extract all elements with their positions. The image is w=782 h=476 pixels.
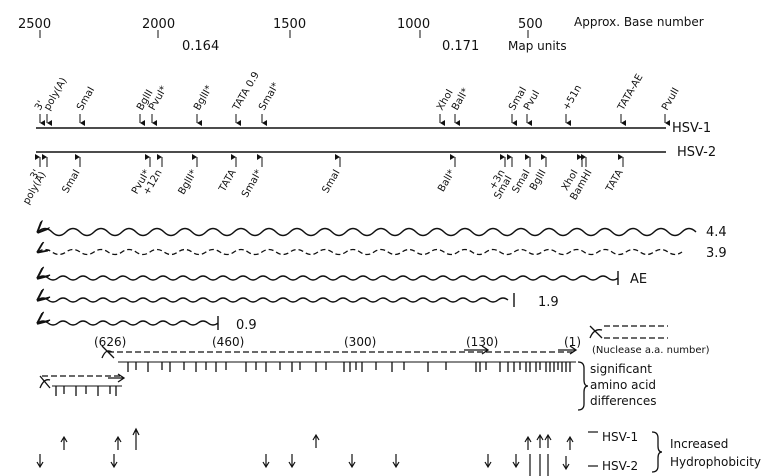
hsv2-site: SmaI*: [240, 168, 265, 200]
hsv2-site: SmaI: [320, 168, 342, 195]
hsv2-site: SmaI: [510, 168, 532, 195]
transcript-AE: [38, 271, 619, 285]
transcripts: 4.4 3.9 AE 1.9 0.9: [38, 225, 727, 333]
aa-diff-brace: [577, 361, 589, 411]
aa-number-300: (300): [344, 335, 376, 349]
hydro-hsv1-label: HSV-1: [602, 430, 638, 444]
nuclease-region: (626) (460) (300) (130) (1) (Nuclease a.…: [39, 325, 710, 411]
hsv1-genome-map: HSV-1 3' poly(A) SmaI BglII PvuI* BglII*…: [33, 70, 711, 136]
transcript-3.9: [38, 250, 683, 256]
hydro-hsv2-label: HSV-2: [602, 459, 638, 473]
aa-diff-label-3: differences: [590, 394, 657, 408]
hsv1-site: SmaI*: [257, 81, 282, 113]
codon-arrow-icon: [464, 345, 490, 355]
hsv1-site: BalI*: [450, 86, 471, 112]
hsv2-site: SmaI: [60, 168, 82, 195]
transcript-1.9: [38, 293, 515, 307]
map-units-label: Map units: [508, 39, 567, 53]
hsv1-site: +51n: [561, 83, 584, 112]
hsv2-site: poly(A): [21, 170, 48, 207]
nuclease-scissor-icon: [39, 375, 51, 389]
hydrophobicity-panel: HSV-1 HSV-2 Increased Hydrophobicity: [36, 427, 761, 476]
hsv2-site: TATA: [217, 168, 239, 195]
transcript-label-0.9: 0.9: [236, 318, 257, 333]
hydro-label-1: Increased: [670, 437, 728, 451]
nuclease-legend: (Nuclease a.a. number): [592, 345, 710, 356]
aa-number-130: (130): [466, 335, 498, 349]
hsv1-site: SmaI: [75, 85, 97, 112]
hsv2-site: BglII*: [177, 168, 200, 197]
transcript-label-3.9: 3.9: [706, 246, 727, 261]
aa-number-460: (460): [212, 335, 244, 349]
nuclease-scissor-icon: [101, 345, 115, 359]
hsv1-site: TATA-AE: [616, 72, 646, 113]
hsv1-site: PvuII: [660, 86, 682, 112]
hsv2-genome-map: HSV-2 3' poly(A) SmaI PvuI* +12n BglII* …: [21, 145, 716, 207]
base-tick-2000: 2000: [142, 17, 175, 32]
hsv1-up-arrows: [60, 427, 574, 450]
base-tick-1000: 1000: [397, 17, 430, 32]
hsv2-down-arrows: [36, 454, 570, 476]
transcript-label-AE: AE: [630, 272, 647, 287]
transcript-label-1.9: 1.9: [538, 295, 559, 310]
legend-scissor-icon: [589, 325, 603, 339]
transcript-4.4: [38, 229, 697, 237]
base-number-label: Approx. Base number: [574, 15, 704, 29]
transcript-0.9: [38, 316, 219, 330]
aa-difference-ticks-2: [55, 386, 117, 396]
codon-arrow-icon: [108, 373, 126, 383]
codon-arrow-icon: [558, 345, 578, 355]
aa-difference-ticks: [127, 362, 571, 372]
base-tick-500: 500: [518, 17, 543, 32]
hsv2-site: BglII: [528, 168, 548, 192]
hsv1-label: HSV-1: [672, 121, 711, 136]
map-unit-2: 0.171: [442, 39, 479, 54]
aa-number-1: (1): [564, 335, 581, 349]
hydro-brace: [651, 431, 663, 473]
hsv2-site: BalI*: [436, 168, 457, 194]
hsv2-site: TATA: [604, 168, 626, 195]
hsv2-label: HSV-2: [677, 145, 716, 160]
hsv1-site: BglII*: [192, 84, 215, 113]
base-tick-1500: 1500: [273, 17, 306, 32]
transcript-label-4.4: 4.4: [706, 225, 727, 240]
hsv1-site: poly(A): [42, 76, 69, 113]
base-number-scale: 2500 2000 1500 1000 500 Approx. Base num…: [18, 15, 704, 54]
aa-diff-label-1: significant: [590, 362, 652, 376]
base-tick-2500: 2500: [18, 17, 51, 32]
map-unit-1: 0.164: [182, 39, 219, 54]
hydro-label-2: Hydrophobicity: [670, 455, 761, 469]
aa-diff-label-2: amino acid: [590, 378, 656, 392]
aa-number-626: (626): [94, 335, 126, 349]
